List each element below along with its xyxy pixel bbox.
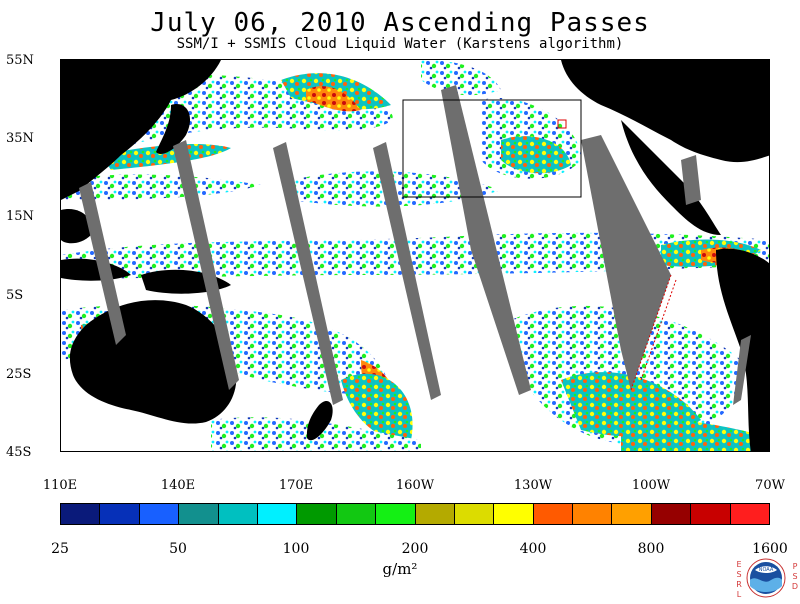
colorbar-swatch bbox=[257, 504, 298, 524]
small-region-box bbox=[557, 119, 567, 129]
lat-label: 35N bbox=[6, 131, 34, 146]
lon-label: 130W bbox=[513, 478, 553, 493]
colorbar-swatch bbox=[730, 504, 770, 524]
colorbar-swatch bbox=[691, 504, 731, 524]
swath-4 bbox=[373, 142, 441, 400]
colorbar-swatch bbox=[573, 504, 613, 524]
lon-label: 140E bbox=[160, 478, 196, 493]
philippines-landmass bbox=[61, 209, 92, 244]
colorbar-swatch bbox=[454, 504, 495, 524]
units-label: g/m² bbox=[382, 560, 418, 578]
lon-label: 100W bbox=[631, 478, 671, 493]
lat-label: 5S bbox=[6, 288, 24, 303]
no-data-swaths bbox=[79, 85, 751, 405]
colorbar-swatch bbox=[100, 504, 140, 524]
colorbar-swatch bbox=[533, 504, 574, 524]
lon-label: 160W bbox=[395, 478, 435, 493]
lon-label: 110E bbox=[42, 478, 78, 493]
swath-8 bbox=[733, 335, 751, 405]
colorbar-swatch bbox=[336, 504, 377, 524]
colorbar-swatch bbox=[376, 504, 416, 524]
lat-label: 45S bbox=[6, 445, 32, 460]
colorbar-tick-label: 100 bbox=[282, 541, 310, 557]
map-panel bbox=[60, 59, 770, 452]
colorbar-tick-label: 50 bbox=[169, 541, 187, 557]
lat-label: 15N bbox=[6, 209, 34, 224]
colorbar-swatch bbox=[61, 504, 101, 524]
colorbar-swatch bbox=[651, 504, 692, 524]
noaa-emblem-icon: NOAA bbox=[746, 558, 786, 598]
asia-landmass bbox=[61, 60, 221, 200]
swath-6 bbox=[581, 135, 671, 390]
colorbar-swatch bbox=[218, 504, 258, 524]
colorbar-swatch bbox=[139, 504, 180, 524]
lat-label: 55N bbox=[6, 53, 34, 68]
red-track-line bbox=[630, 274, 672, 391]
colorbar-swatch bbox=[297, 504, 337, 524]
north-america-landmass bbox=[561, 60, 769, 163]
svg-text:NOAA: NOAA bbox=[759, 567, 774, 573]
colorbar-tick-label: 800 bbox=[637, 541, 665, 557]
colorbar-tick-label: 25 bbox=[51, 541, 69, 557]
colorbar-tick-label: 1600 bbox=[752, 541, 788, 557]
swath-3 bbox=[273, 142, 343, 405]
australia-landmass bbox=[69, 300, 237, 424]
new-zealand-landmass bbox=[306, 400, 333, 441]
red-track-line-2 bbox=[640, 279, 677, 381]
mexico-landmass bbox=[621, 120, 721, 235]
map-title: July 06, 2010 Ascending Passes bbox=[150, 8, 650, 38]
japan-landmass bbox=[156, 104, 191, 155]
lat-label: 25S bbox=[6, 367, 32, 382]
colorbar-swatch bbox=[179, 504, 219, 524]
colorbar-swatch bbox=[494, 504, 534, 524]
swath-7 bbox=[681, 155, 701, 205]
lon-label: 170E bbox=[278, 478, 314, 493]
colorbar-swatch bbox=[415, 504, 455, 524]
map-svg bbox=[61, 60, 769, 451]
lon-label: 70W bbox=[755, 478, 785, 493]
swath-1 bbox=[79, 182, 126, 345]
swath-2 bbox=[173, 140, 239, 390]
swath-5 bbox=[441, 85, 531, 395]
colorbar-tick-label: 400 bbox=[519, 541, 547, 557]
colorbar-swatch bbox=[612, 504, 652, 524]
map-subtitle: SSM/I + SSMIS Cloud Liquid Water (Karste… bbox=[176, 36, 624, 52]
region-box bbox=[402, 99, 582, 198]
colorbar bbox=[60, 503, 770, 525]
colorbar-tick-label: 200 bbox=[401, 541, 429, 557]
indonesia-landmass bbox=[61, 258, 131, 281]
